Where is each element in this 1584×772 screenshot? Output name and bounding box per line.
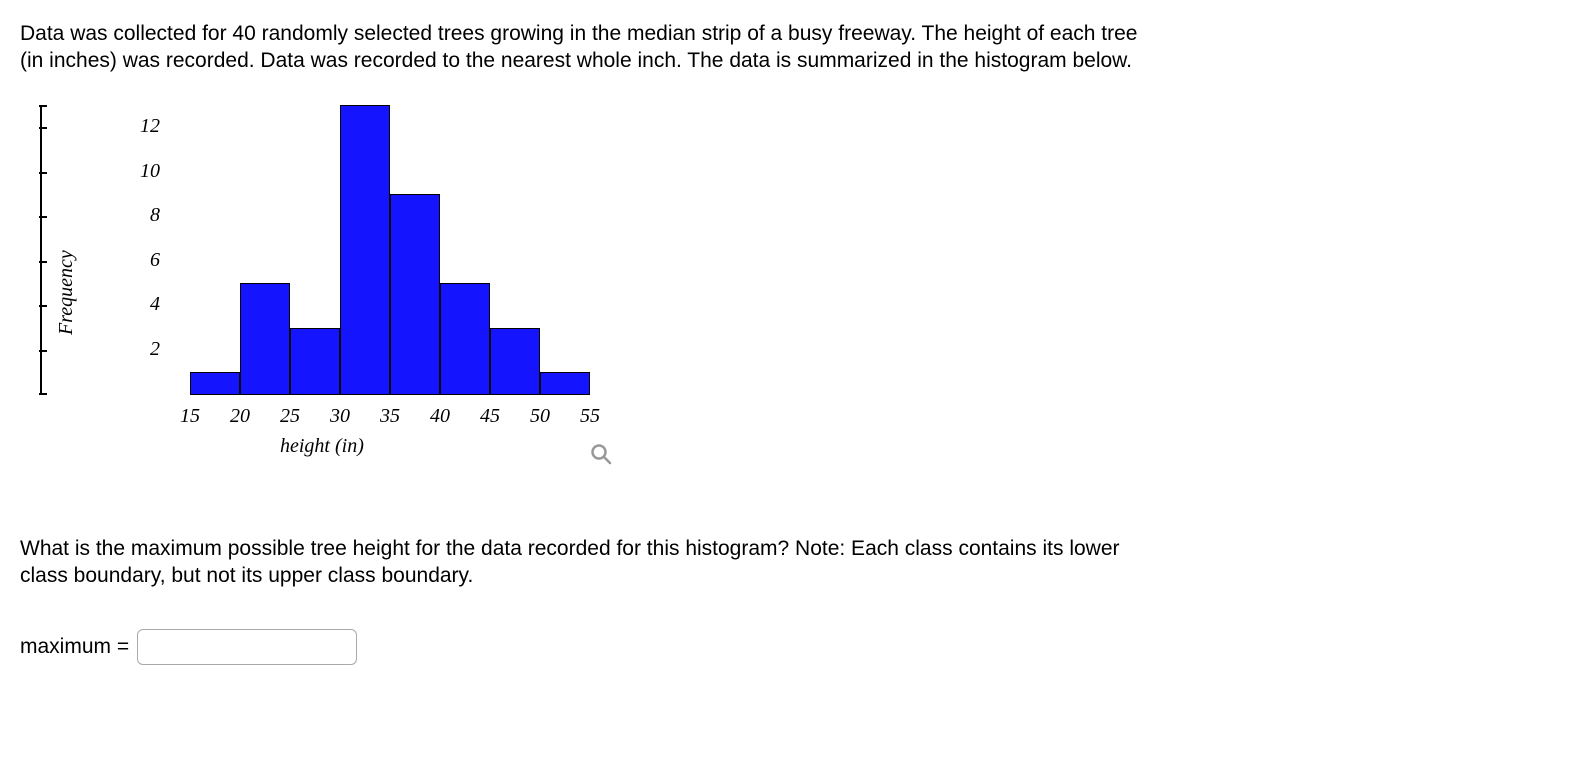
y-tick-label: 10: [130, 160, 160, 183]
y-tick-label: 12: [130, 115, 160, 138]
y-tick-label: 8: [130, 204, 160, 227]
x-tick-label: 30: [315, 405, 365, 428]
y-tick: [39, 261, 47, 263]
plot-area: 24681012: [170, 105, 610, 395]
x-tick-label: 55: [565, 405, 615, 428]
histogram-chart: Frequency 24681012 152025303540455055 he…: [20, 105, 640, 505]
x-tick-label: 45: [465, 405, 515, 428]
x-tick-label: 20: [215, 405, 265, 428]
x-tick-label: 15: [165, 405, 215, 428]
bar-45-50: [490, 328, 540, 395]
y-tick: [39, 172, 47, 174]
bar-50-55: [540, 372, 590, 394]
y-tick-label: 6: [130, 249, 160, 272]
question-text: What is the maximum possible tree height…: [20, 535, 1160, 590]
y-tick-label: 2: [130, 338, 160, 361]
x-tick-label: 50: [515, 405, 565, 428]
problem-text: Data was collected for 40 randomly selec…: [20, 20, 1160, 75]
y-tick: [39, 105, 47, 107]
bar-30-35: [340, 105, 390, 395]
x-tick-label: 35: [365, 405, 415, 428]
y-tick: [39, 305, 47, 307]
bars-container: [190, 105, 590, 395]
y-axis-label: Frequency: [55, 250, 78, 335]
x-tick-label: 25: [265, 405, 315, 428]
y-tick: [39, 216, 47, 218]
x-axis-label: height (in): [280, 435, 364, 458]
y-tick: [39, 350, 47, 352]
bar-25-30: [290, 328, 340, 395]
answer-row: maximum =: [20, 629, 1564, 665]
bar-40-45: [440, 283, 490, 395]
bar-35-40: [390, 194, 440, 395]
x-tick-label: 40: [415, 405, 465, 428]
x-tick-labels: 152025303540455055: [190, 405, 640, 428]
y-tick: [39, 393, 47, 395]
y-tick: [39, 127, 47, 129]
bar-20-25: [240, 283, 290, 395]
answer-label: maximum =: [20, 635, 129, 659]
y-tick-label: 4: [130, 293, 160, 316]
magnifier-icon[interactable]: [590, 443, 612, 472]
bar-15-20: [190, 372, 240, 394]
maximum-input[interactable]: [137, 629, 357, 665]
